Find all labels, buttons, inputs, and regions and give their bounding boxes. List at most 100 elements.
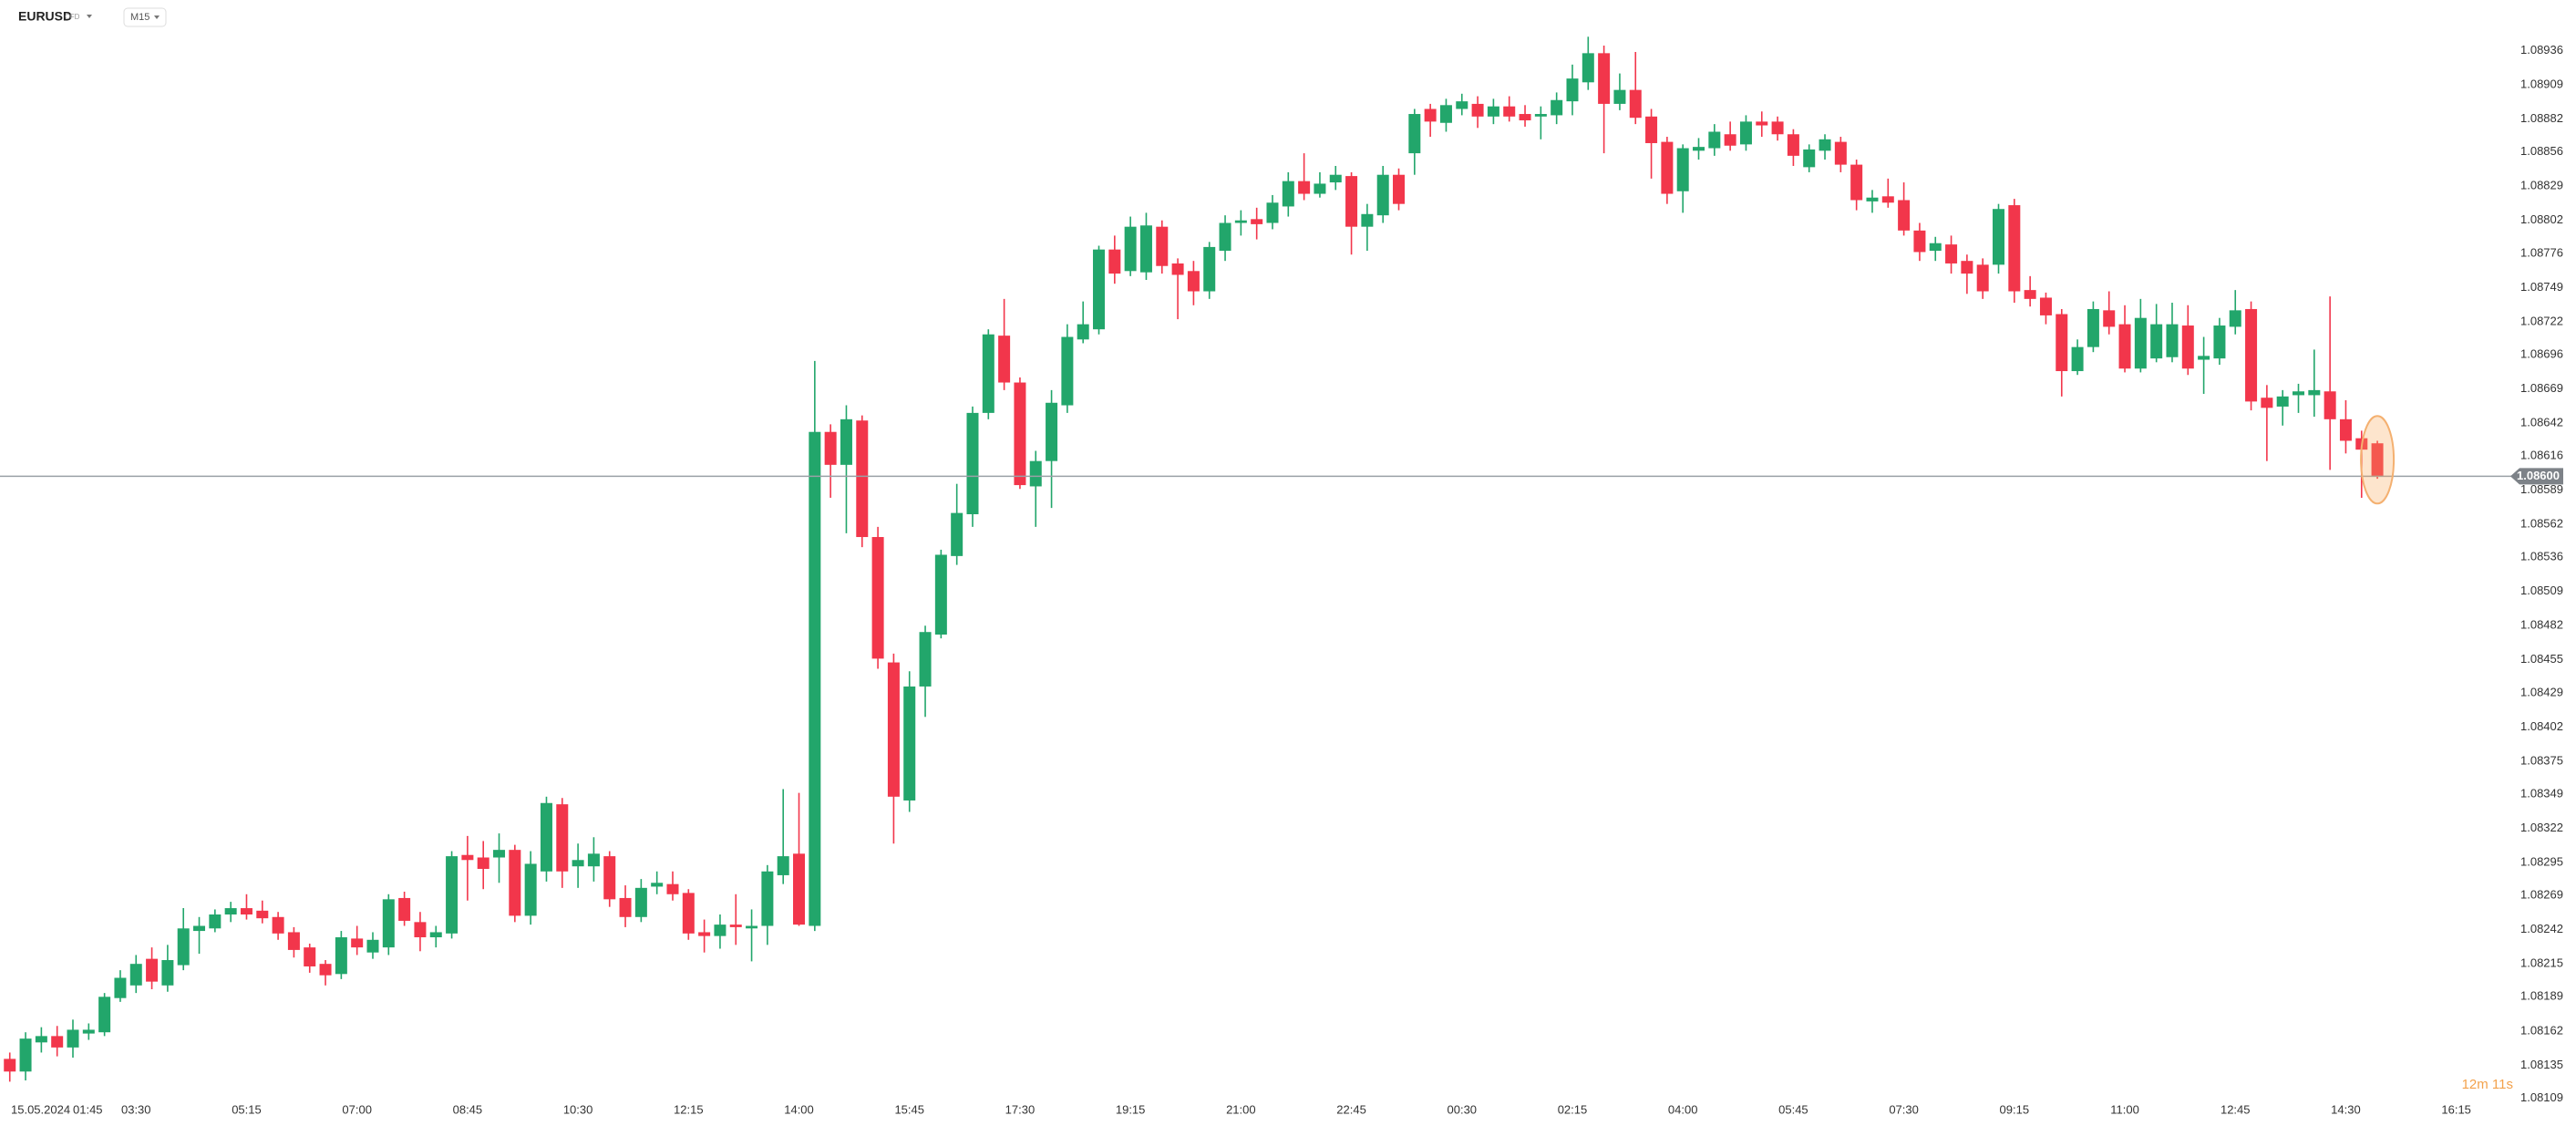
candle-body [2371,443,2384,477]
y-tick-label: 1.08536 [2520,550,2563,563]
candle-body [1771,121,1784,135]
plot-area [4,36,2384,1082]
toolbar: EURUSD CFD M15 [18,7,167,27]
candle-body [1693,147,1705,151]
candle-body [1866,197,1879,201]
timeframe-box[interactable] [123,7,167,27]
candle-body [2324,391,2336,419]
candle-body [224,908,237,915]
candle-body [1408,114,1421,154]
x-tick-label: 11:00 [2110,1102,2139,1116]
candle-body [1945,244,1958,263]
symbol-selector[interactable]: EURUSD CFD [18,9,92,24]
candle-body [1487,106,1499,117]
candle-body [67,1029,79,1048]
candle-body [2087,308,2099,347]
candle-body [98,997,111,1033]
candle-body [1029,460,1042,487]
instrument-type: CFD [65,13,80,21]
candle-body [1598,53,1611,104]
timeframe[interactable]: M15 [130,12,149,23]
candle-body [1282,181,1294,207]
candle-body [887,662,900,797]
candle-body [2118,324,2131,369]
candle-body [2308,389,2321,396]
candle-body [1898,200,1911,231]
candle-body [366,939,379,953]
candle-body [319,964,332,976]
candle-body [998,336,1011,383]
y-tick-label: 1.08135 [2520,1058,2563,1071]
candle-body [2103,310,2116,327]
timeframe-selector[interactable]: M15 [123,7,167,27]
candle-body [2056,314,2068,372]
candle-body [4,1059,16,1072]
y-tick-label: 1.08455 [2520,652,2563,666]
candle-body [824,431,837,465]
x-tick-label: 15:45 [894,1102,924,1116]
candle-body [1187,271,1200,292]
candle-body [1139,225,1152,273]
candle-body [1014,382,1026,486]
candle-body [556,804,569,872]
candle-body [382,899,395,948]
candle-body [1787,134,1799,156]
candle-body [19,1038,32,1072]
candle-body [1329,174,1342,183]
y-tick-label: 1.08696 [2520,346,2563,360]
candle-body [524,863,537,916]
x-tick-label: 19:15 [1116,1102,1146,1116]
y-tick-label: 1.08749 [2520,280,2563,294]
candle-body [2293,391,2305,396]
candle-body [240,908,252,915]
candle-body [335,937,347,975]
y-tick-label: 1.08295 [2520,854,2563,868]
candle-body [2339,418,2352,441]
candle-body [1534,114,1547,117]
candle-body [951,512,963,556]
candle-body [2276,396,2289,407]
x-tick-label: 07:00 [342,1102,372,1116]
candle-body [1251,219,1263,224]
candle-body [1314,183,1326,194]
x-tick-label: 21:00 [1226,1102,1256,1116]
candle-body [1439,105,1452,123]
candle-body [714,925,726,936]
candle-body [429,932,442,938]
date-label: 15.05.2024 [11,1102,70,1116]
dropdown-caret[interactable] [87,15,92,18]
live-candle-highlight [2360,415,2396,505]
x-tick-label: 04:00 [1668,1102,1698,1116]
candle-body [651,883,664,887]
candle-body [1881,196,1894,203]
y-tick-label: 1.08109 [2520,1090,2563,1104]
candle-body [509,850,521,916]
x-tick-label: 05:15 [232,1102,262,1116]
candle-body [146,958,159,982]
symbol[interactable]: EURUSD [18,9,72,24]
candle-body [1976,264,1989,292]
candle-body [587,853,600,867]
candle-body [793,853,806,925]
candle-body [304,947,316,966]
candle-body [1234,220,1247,223]
candle-body [35,1036,47,1043]
y-tick-label: 1.08669 [2520,381,2563,395]
candle-body [129,964,142,986]
candle-body [2229,310,2241,327]
candle-body [2134,317,2147,369]
candle-body [2245,308,2258,402]
candle-body [1724,134,1736,146]
x-tick-label: 08:45 [453,1102,483,1116]
candle-body [1266,202,1279,223]
y-tick-label: 1.08562 [2520,517,2563,531]
candle-body [193,925,206,932]
dropdown-caret[interactable] [154,15,160,19]
candle-body [1519,114,1531,120]
candle-body [1834,141,1847,165]
candle-body [446,856,459,934]
current-price-label: 1.08600 [2517,469,2560,482]
y-tick-label: 1.08802 [2520,212,2563,226]
candle-body [209,914,222,929]
